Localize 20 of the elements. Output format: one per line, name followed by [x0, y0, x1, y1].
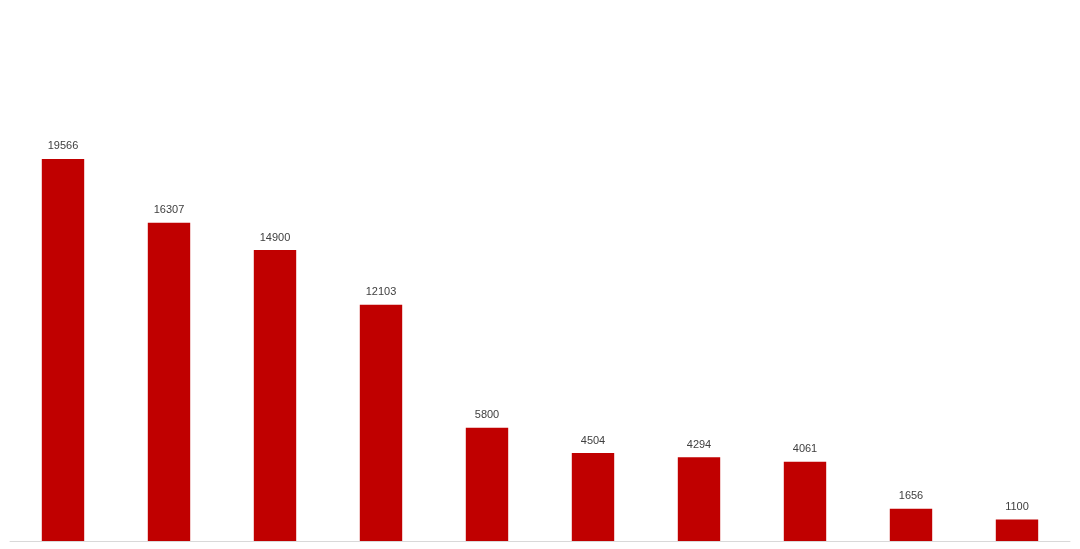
- data-label: 16307: [153, 203, 185, 216]
- data-label: 19566: [47, 139, 79, 152]
- data-label: 4294: [686, 437, 712, 450]
- bar: [889, 508, 933, 541]
- bar: [783, 461, 827, 541]
- bar: [253, 250, 297, 541]
- bar: [41, 159, 85, 541]
- data-label: 4061: [792, 442, 818, 455]
- data-label: 1100: [1005, 500, 1029, 513]
- data-label: 12103: [365, 285, 397, 298]
- bar: [571, 453, 615, 541]
- data-label: 4504: [580, 433, 606, 446]
- bar: [995, 519, 1039, 541]
- bar: [465, 427, 509, 541]
- bar: [677, 457, 721, 541]
- data-label: 14900: [259, 230, 291, 243]
- data-label: 1656: [898, 489, 924, 502]
- data-label: 5800: [474, 408, 500, 421]
- bar: [147, 222, 191, 541]
- bar: [359, 304, 403, 541]
